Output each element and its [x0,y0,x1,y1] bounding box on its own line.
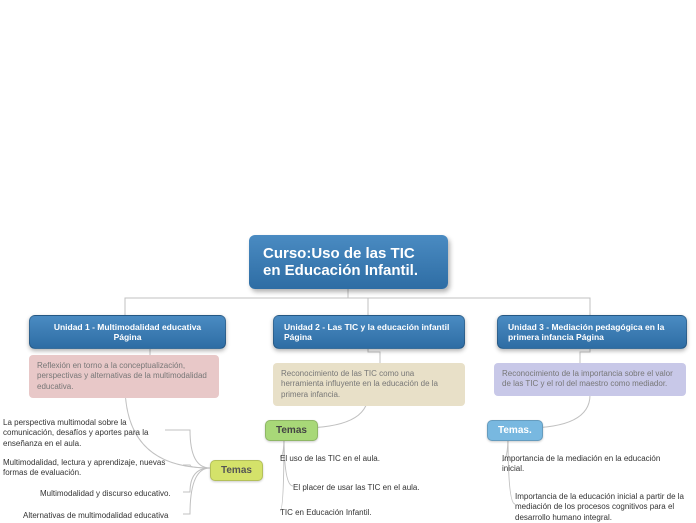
unit3-leaf-1: Importancia de la educación inicial a pa… [515,492,693,523]
unit1-desc[interactable]: Reflexión en torno a la conceptualizació… [29,355,219,398]
unit3-temas-label: Temas. [498,425,532,436]
root-line2: en Educación Infantil. [263,262,434,279]
unit2-leaf-2: TIC en Educación Infantil. [280,508,460,518]
unit2-temas-label: Temas [276,425,307,436]
unit2-leaf-1: El placer de usar las TIC en el aula. [293,483,473,493]
unit3-desc-text: Reconocimiento de la importancia sobre e… [502,369,673,388]
unit2-desc-text: Reconocimiento de las TIC como una herra… [281,369,438,399]
unit1-temas-label: Temas [221,465,252,476]
unit3-label: Unidad 3 - Mediación pedagógica en la pr… [508,322,664,342]
unit3-temas[interactable]: Temas. [487,420,543,441]
unit3-desc[interactable]: Reconocimiento de la importancia sobre e… [494,363,686,396]
unit1-leaf-0: La perspectiva multimodal sobre la comun… [3,418,165,449]
unit1-leaf-1: Multimodalidad, lectura y aprendizaje, n… [3,458,183,479]
unit3-leaf-0: Importancia de la mediación en la educac… [502,454,682,475]
unit1-label: Unidad 1 - Multimodalidad educativa Pági… [54,322,201,342]
unit2-leaf-0: El uso de las TIC en el aula. [280,454,460,464]
unit3-node[interactable]: Unidad 3 - Mediación pedagógica en la pr… [497,315,687,349]
unit2-desc[interactable]: Reconocimiento de las TIC como una herra… [273,363,465,406]
unit2-label: Unidad 2 - Las TIC y la educación infant… [284,322,449,342]
unit1-leaf-2: Multimodalidad y discurso educativo. [40,489,185,499]
unit2-node[interactable]: Unidad 2 - Las TIC y la educación infant… [273,315,465,349]
unit1-temas[interactable]: Temas [210,460,263,481]
unit1-desc-text: Reflexión en torno a la conceptualizació… [37,361,207,391]
unit1-node[interactable]: Unidad 1 - Multimodalidad educativa Pági… [29,315,226,349]
unit2-temas[interactable]: Temas [265,420,318,441]
root-line1: Curso:Uso de las TIC [263,245,434,262]
root-node[interactable]: Curso:Uso de las TIC en Educación Infant… [249,235,448,289]
